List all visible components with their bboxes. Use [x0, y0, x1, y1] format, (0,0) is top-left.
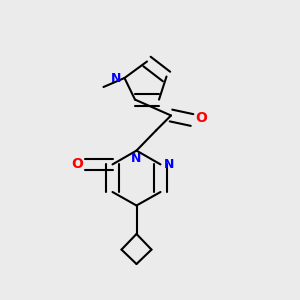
Text: O: O: [71, 158, 83, 171]
Text: N: N: [164, 158, 175, 171]
Text: O: O: [195, 112, 207, 125]
Text: N: N: [110, 71, 121, 85]
Text: N: N: [131, 152, 142, 165]
